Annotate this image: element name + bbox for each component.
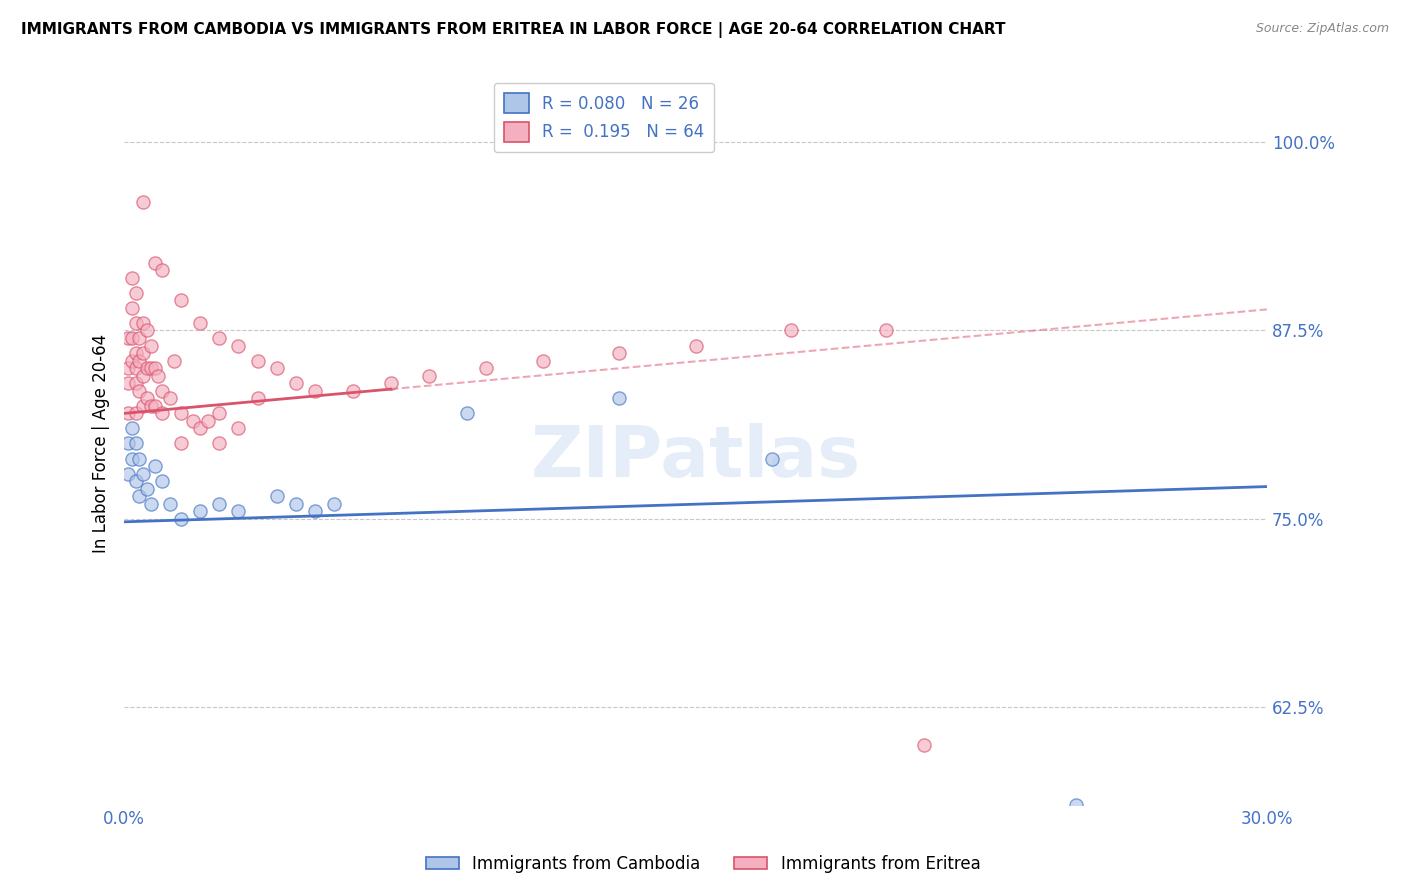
Point	[159, 497, 181, 511]
Point	[121, 270, 143, 285]
Point	[124, 316, 146, 330]
Point	[132, 467, 155, 481]
Point	[531, 353, 554, 368]
Text: IMMIGRANTS FROM CAMBODIA VS IMMIGRANTS FROM ERITREA IN LABOR FORCE | AGE 20-64 C: IMMIGRANTS FROM CAMBODIA VS IMMIGRANTS F…	[21, 22, 1005, 38]
Point	[139, 361, 162, 376]
Point	[228, 338, 250, 352]
Point	[170, 293, 193, 308]
Y-axis label: In Labor Force | Age 20-64: In Labor Force | Age 20-64	[93, 334, 110, 553]
Point	[128, 353, 150, 368]
Point	[761, 451, 783, 466]
Point	[124, 474, 146, 488]
Point	[322, 497, 344, 511]
Point	[121, 451, 143, 466]
Point	[685, 338, 707, 352]
Point	[132, 399, 155, 413]
Point	[190, 421, 212, 435]
Point	[132, 346, 155, 360]
Point	[117, 376, 139, 391]
Point	[136, 324, 159, 338]
Point	[266, 489, 288, 503]
Point	[418, 368, 440, 383]
Point	[128, 489, 150, 503]
Point	[132, 316, 155, 330]
Point	[124, 285, 146, 300]
Point	[190, 316, 212, 330]
Point	[121, 353, 143, 368]
Point	[117, 331, 139, 345]
Point	[284, 497, 307, 511]
Point	[875, 324, 897, 338]
Point	[170, 436, 193, 450]
Point	[170, 512, 193, 526]
Point	[228, 421, 250, 435]
Point	[475, 361, 498, 376]
Point	[342, 384, 364, 398]
Point	[159, 392, 181, 406]
Point	[124, 406, 146, 420]
Point	[128, 384, 150, 398]
Point	[136, 392, 159, 406]
Point	[143, 256, 166, 270]
Point	[779, 324, 801, 338]
Point	[246, 392, 269, 406]
Point	[124, 361, 146, 376]
Point	[143, 361, 166, 376]
Point	[124, 376, 146, 391]
Point	[208, 406, 231, 420]
Point	[912, 738, 935, 752]
Point	[148, 368, 170, 383]
Point	[304, 504, 326, 518]
Point	[208, 436, 231, 450]
Point	[132, 368, 155, 383]
Point	[132, 195, 155, 210]
Point	[284, 376, 307, 391]
Point	[163, 353, 186, 368]
Legend: R = 0.080   N = 26, R =  0.195   N = 64: R = 0.080 N = 26, R = 0.195 N = 64	[494, 83, 714, 152]
Point	[117, 361, 139, 376]
Point	[143, 399, 166, 413]
Point	[208, 331, 231, 345]
Point	[128, 451, 150, 466]
Point	[121, 331, 143, 345]
Point	[380, 376, 402, 391]
Point	[121, 301, 143, 315]
Point	[228, 504, 250, 518]
Point	[208, 497, 231, 511]
Point	[246, 353, 269, 368]
Point	[1066, 798, 1088, 813]
Point	[139, 497, 162, 511]
Point	[609, 346, 631, 360]
Point	[136, 482, 159, 496]
Point	[124, 436, 146, 450]
Point	[150, 406, 173, 420]
Point	[150, 263, 173, 277]
Point	[117, 436, 139, 450]
Point	[190, 504, 212, 518]
Point	[181, 414, 204, 428]
Point	[197, 414, 219, 428]
Point	[150, 384, 173, 398]
Point	[456, 406, 478, 420]
Point	[266, 361, 288, 376]
Point	[143, 459, 166, 474]
Point	[136, 361, 159, 376]
Point	[124, 346, 146, 360]
Point	[117, 467, 139, 481]
Text: Source: ZipAtlas.com: Source: ZipAtlas.com	[1256, 22, 1389, 36]
Point	[117, 406, 139, 420]
Point	[139, 399, 162, 413]
Point	[609, 392, 631, 406]
Point	[150, 474, 173, 488]
Point	[139, 338, 162, 352]
Point	[304, 384, 326, 398]
Point	[170, 406, 193, 420]
Legend: Immigrants from Cambodia, Immigrants from Eritrea: Immigrants from Cambodia, Immigrants fro…	[419, 848, 987, 880]
Point	[128, 331, 150, 345]
Point	[121, 421, 143, 435]
Text: ZIPatlas: ZIPatlas	[530, 424, 860, 492]
